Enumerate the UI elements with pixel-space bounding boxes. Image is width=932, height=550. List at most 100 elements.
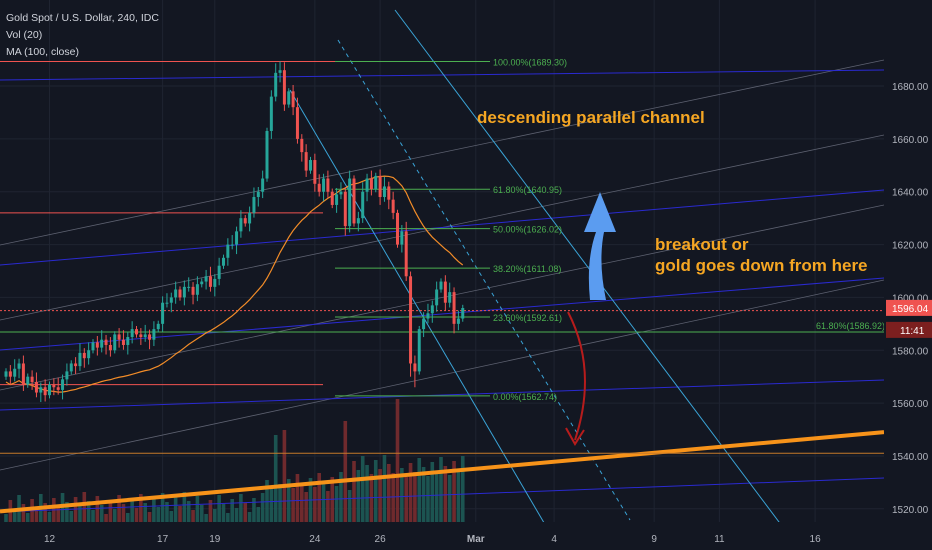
volume-bar (273, 435, 278, 522)
volume-bar (21, 504, 26, 522)
red-downtrend-arrow (567, 311, 586, 441)
volume-bar (317, 473, 321, 522)
candle-body (300, 138, 304, 153)
candle-body (87, 350, 91, 359)
volume-bar (25, 513, 30, 522)
volume-bar (95, 496, 100, 522)
blue-channel-line (0, 277, 885, 351)
volume-bar (156, 507, 161, 522)
volume-bar (178, 506, 182, 522)
candle-body (30, 376, 34, 382)
volume-bar (334, 486, 339, 522)
candle-body (322, 178, 326, 192)
volume-bar (204, 514, 208, 522)
price-axis-bg (884, 0, 932, 550)
candle-body (121, 339, 125, 345)
candle-body (339, 191, 343, 195)
candle-body (208, 276, 212, 287)
volume-bar (121, 504, 126, 522)
volume-bar (421, 467, 426, 522)
price-tick-label: 1580.00 (892, 346, 929, 357)
time-tick-label: 24 (309, 534, 321, 545)
candle-body (200, 281, 204, 285)
volume-bar (65, 502, 69, 522)
fib-level-label: 38.20%(1611.08) (493, 264, 561, 274)
candle-body (169, 297, 173, 303)
symbol-title[interactable]: Gold Spot / U.S. Dollar, 240, IDC (6, 12, 159, 24)
volume-bar (404, 477, 408, 522)
volume-bar (360, 456, 365, 522)
candle-body (187, 286, 191, 288)
candle-body (65, 371, 69, 380)
last-price-tag (886, 299, 932, 316)
volume-indicator-label[interactable]: Vol (20) (6, 29, 43, 41)
volume-bar (434, 471, 439, 522)
fibonacci-retracement[interactable]: 100.00%(1689.30) 61.80%(1640.95) 50.00%(16… (335, 57, 885, 402)
volume-bar (365, 465, 369, 522)
volume-bar (143, 503, 147, 522)
candle-body (222, 257, 225, 266)
volume-bar (226, 513, 230, 522)
gray-channel-line (0, 59, 885, 246)
candle-body (361, 191, 365, 219)
ma-indicator-label[interactable]: MA (100, close) (6, 46, 79, 58)
candle-body (382, 186, 386, 198)
volume-bar (291, 488, 295, 522)
volume-bar (4, 514, 8, 522)
candle-body (278, 70, 282, 73)
candle-body (213, 278, 217, 287)
volume-bar (391, 473, 395, 522)
candle-body (265, 130, 269, 179)
volume-bar (117, 495, 121, 522)
volume-bar (304, 492, 308, 522)
candle-body (456, 318, 460, 324)
candle-body (17, 363, 21, 369)
candle-body (378, 175, 382, 198)
volume-bar (426, 476, 430, 522)
volume-bar (326, 491, 330, 522)
chart-legend[interactable]: Gold Spot / U.S. Dollar, 240, IDC Vol (2… (6, 10, 159, 61)
volume-bar (199, 505, 204, 522)
volume-bar (456, 470, 461, 522)
descending-channel-mid (337, 39, 631, 521)
fib-level-label: 23.60%(1592.61) (493, 313, 562, 323)
drawings[interactable] (0, 192, 885, 514)
candle-body (396, 212, 399, 245)
volume-bar (230, 499, 234, 522)
volume-bar (139, 494, 143, 522)
red-arrow-head (565, 427, 585, 446)
candle-body (309, 160, 312, 171)
candle-body (452, 292, 456, 324)
blue-channel-line (0, 379, 885, 411)
volume-bar (126, 513, 130, 522)
price-tick-label: 1540.00 (892, 452, 929, 463)
volume-bar (447, 475, 452, 522)
volume-bar (195, 496, 200, 522)
volume-bar (173, 497, 178, 522)
candle-body (326, 178, 330, 192)
candle-body (174, 289, 178, 298)
candle-body (248, 212, 252, 224)
candle-body (165, 302, 169, 304)
price-tick-label: 1640.00 (892, 188, 929, 199)
price-tick-label: 1600.00 (892, 293, 929, 304)
candle-body (313, 160, 317, 184)
time-axis[interactable]: 12 17 19 24 26 Mar 4 9 11 16 (0, 522, 932, 550)
candle-body (435, 289, 439, 306)
volume-bar (221, 504, 226, 522)
fib-level-label: 0.00%(1562.74) (493, 392, 557, 402)
candle-body (291, 91, 295, 108)
orange-trendline (0, 430, 885, 514)
candle-body (126, 337, 130, 345)
candle-body (461, 307, 465, 319)
volume-bar (295, 474, 300, 522)
volume-bar (460, 456, 465, 522)
volume-bar (47, 512, 52, 522)
price-axis[interactable]: 1520.00 1540.00 1560.00 1580.00 1600.00 1620.… (884, 0, 932, 550)
volume-bar (182, 492, 187, 522)
volume-bar (417, 458, 422, 522)
candle-body (52, 384, 56, 388)
volume-bar (282, 430, 287, 522)
volume-bar (382, 455, 387, 522)
